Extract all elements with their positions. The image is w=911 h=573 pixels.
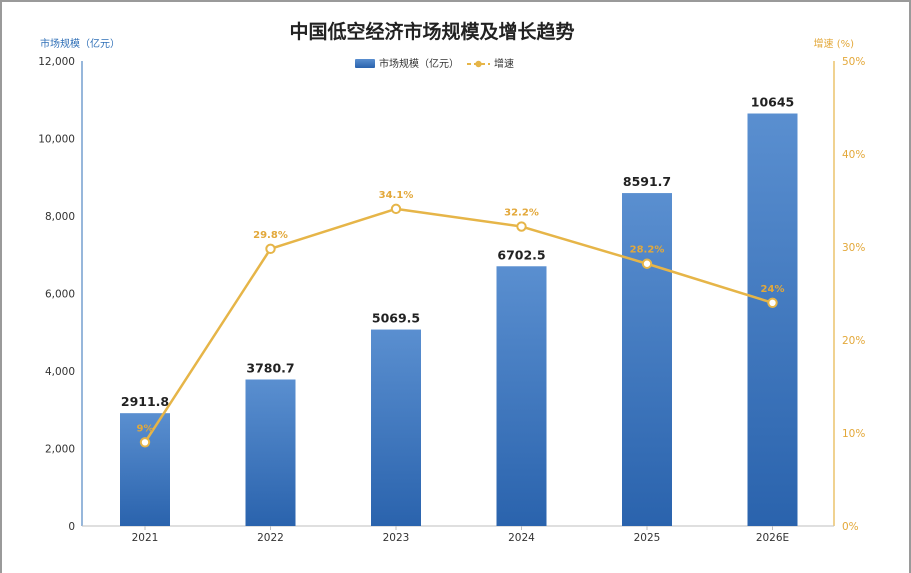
legend-line-label: 增速 (494, 57, 514, 70)
bar (245, 379, 296, 526)
bar-value-label: 5069.5 (372, 311, 420, 326)
bar-value-label: 10645 (751, 95, 795, 110)
legend-line-marker (475, 60, 482, 68)
y-right-tick-label: 20% (842, 335, 865, 347)
growth-value-label: 24% (761, 284, 785, 295)
x-tick-label: 2023 (383, 532, 410, 544)
growth-point (265, 243, 276, 255)
axes: 0 2,000 4,000 6,000 8,000 10,000 12,000 0% 10% 20… (38, 56, 865, 544)
y-left-tick-label: 4,000 (45, 366, 75, 378)
chart-title: 中国低空经济市场规模及增长趋势 (289, 20, 574, 43)
x-tick-label: 2024 (508, 532, 535, 544)
y-left-tick-label: 12,000 (38, 56, 75, 68)
data-labels: 2911.8 3780.7 5069.5 6702.5 8591.7 10645 9% 29.… (121, 95, 794, 435)
y-left-tick-label: 0 (68, 521, 75, 533)
growth-value-label: 9% (137, 423, 154, 434)
growth-polyline (143, 207, 773, 443)
right-axis-title: 增速 (%) (814, 37, 855, 50)
growth-line (139, 203, 778, 448)
y-right-tick-label: 50% (842, 56, 865, 68)
growth-point (139, 437, 151, 448)
x-tick-label: 2022 (257, 532, 284, 544)
bar-value-label: 6702.5 (497, 247, 545, 262)
legend-bar-swatch (355, 59, 375, 68)
legend-bar-label: 市场规模（亿元） (379, 57, 459, 70)
growth-value-label: 28.2% (630, 245, 665, 256)
y-left-tick-label: 8,000 (45, 211, 75, 223)
bar (496, 266, 547, 526)
growth-point (641, 258, 653, 269)
y-right-tick-label: 40% (842, 149, 865, 161)
y-left-tick-label: 2,000 (45, 444, 75, 456)
bar (120, 413, 170, 526)
growth-value-label: 34.1% (379, 190, 414, 201)
growth-value-label: 32.2% (504, 208, 539, 219)
bar-value-label: 8591.7 (623, 174, 671, 189)
y-right-tick-label: 10% (842, 428, 865, 440)
left-axis-title: 市场规模（亿元） (40, 37, 120, 50)
x-tick-label: 2021 (132, 532, 159, 544)
x-tick-label: 2026E (756, 532, 789, 544)
bars (120, 113, 798, 526)
bar (622, 193, 672, 526)
legend: 市场规模（亿元） 增速 (355, 57, 514, 70)
bar-value-label: 2911.8 (121, 394, 169, 409)
y-left-tick-label: 6,000 (45, 289, 75, 301)
y-right-tick-label: 0% (842, 521, 859, 533)
growth-value-label: 29.8% (253, 230, 288, 241)
growth-point (516, 221, 527, 232)
growth-point (767, 297, 778, 308)
y-left-tick-label: 10,000 (38, 134, 75, 146)
bar-value-label: 3780.7 (246, 360, 294, 375)
y-right-tick-label: 30% (842, 242, 865, 254)
growth-point (390, 203, 402, 215)
bar (747, 113, 798, 526)
bar (371, 329, 421, 526)
x-tick-label: 2025 (634, 532, 661, 544)
